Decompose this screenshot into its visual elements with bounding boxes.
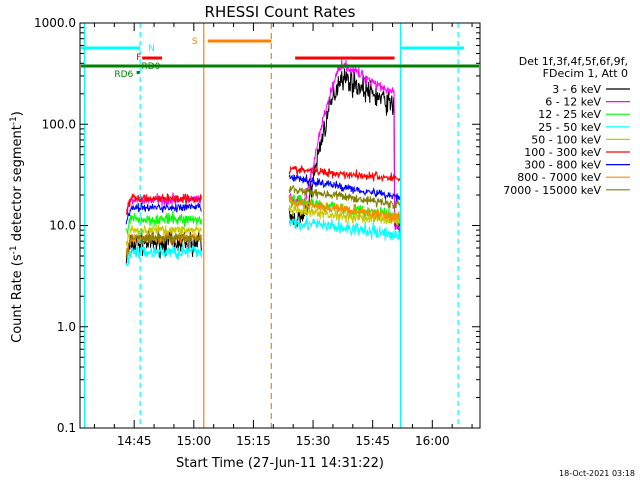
- series-line-8: [125, 185, 401, 258]
- x-tick-label-0: 14:45: [117, 434, 152, 448]
- axis-layer: 1000.0 100.0 10.0 1.0 0.1 14:45 15:00 15:15 15:3…: [34, 16, 480, 448]
- x-axis-label: Start Time (27-Jun-11 14:31:22): [176, 456, 384, 471]
- x-tick-label-2: 15:15: [236, 434, 271, 448]
- timestamp-label: 18-Oct-2021 03:18: [559, 469, 635, 478]
- y-axis-label-sup2: -1: [9, 116, 19, 125]
- y-axis-label: Count Rate (s-1 detector segment-1): [9, 111, 25, 343]
- x-tick-label-3: 15:30: [296, 434, 331, 448]
- legend-header-1: FDecim 1, Att 0: [543, 67, 628, 80]
- annotation-flare: F: [136, 53, 141, 63]
- legend-header-0: Det 1f,3f,4f,5f,6f,9f,: [519, 55, 628, 68]
- y-axis-label-end: ): [10, 111, 25, 116]
- x-tick-label-1: 15:00: [177, 434, 212, 448]
- legend-label-5: 100 - 300 keV: [524, 146, 601, 159]
- chart-title: RHESSI Count Rates: [205, 3, 356, 21]
- legend-label-4: 50 - 100 keV: [531, 133, 601, 146]
- annotation-rd0: RD0: [141, 62, 160, 72]
- legend: Det 1f,3f,4f,5f,6f,9f,FDecim 1, Att 0 3 -…: [503, 55, 630, 197]
- legend-label-2: 12 - 25 keV: [538, 108, 601, 121]
- legend-label-7: 800 - 7000 keV: [517, 171, 601, 184]
- annotation-saa: S: [192, 37, 198, 47]
- legend-label-1: 6 - 12 keV: [545, 96, 601, 109]
- y-tick-label-0: 1000.0: [34, 16, 76, 30]
- series-line-3: [125, 215, 401, 268]
- legend-label-3: 25 - 50 keV: [538, 121, 601, 134]
- legend-label-0: 3 - 6 keV: [552, 83, 601, 96]
- y-axis-label-mid: detector segment: [10, 125, 25, 245]
- y-axis-label-main: Count Rate (s: [10, 254, 25, 343]
- annotation-night: N: [148, 44, 155, 54]
- rd6-marker: [136, 71, 140, 74]
- y-tick-label-2: 10.0: [49, 219, 76, 233]
- series-line-6: [125, 174, 401, 225]
- y-tick-label-4: 0.1: [57, 421, 76, 435]
- legend-label-8: 7000 - 15000 keV: [503, 184, 601, 197]
- series-layer: [125, 58, 401, 268]
- y-axis-label-sup1: -1: [9, 245, 19, 254]
- legend-label-6: 300 - 800 keV: [524, 159, 601, 172]
- y-tick-label-1: 100.0: [42, 117, 76, 131]
- series-line-5: [125, 165, 401, 215]
- y-tick-label-3: 1.0: [57, 320, 76, 334]
- x-tick-label-4: 15:45: [355, 434, 390, 448]
- annotation-rd6: RD6: [114, 70, 133, 80]
- x-tick-label-5: 16:00: [415, 434, 450, 448]
